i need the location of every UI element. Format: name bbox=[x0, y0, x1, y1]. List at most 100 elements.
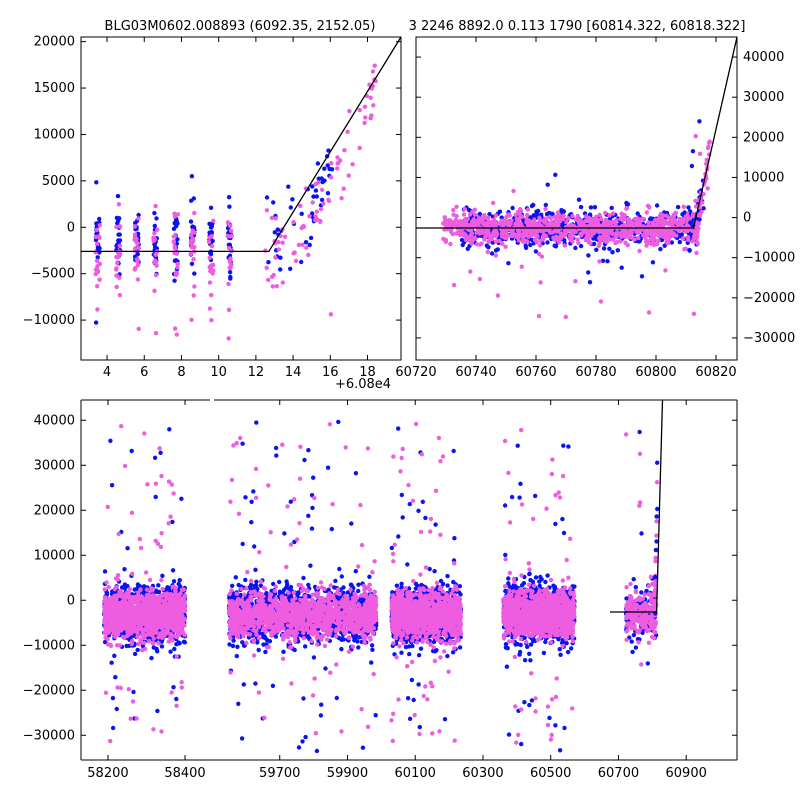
data-point bbox=[154, 495, 158, 499]
data-point bbox=[470, 220, 474, 224]
data-point bbox=[117, 216, 121, 220]
data-point bbox=[553, 215, 557, 219]
data-point bbox=[173, 221, 177, 225]
data-point bbox=[131, 699, 135, 703]
data-point bbox=[694, 134, 698, 138]
data-point bbox=[600, 229, 604, 233]
data-point bbox=[209, 225, 213, 229]
x-tick-label: 60740 bbox=[455, 365, 496, 380]
data-point bbox=[579, 233, 583, 237]
data-point bbox=[136, 618, 140, 622]
data-point bbox=[647, 310, 651, 314]
data-point bbox=[636, 236, 640, 240]
data-point bbox=[130, 511, 134, 515]
data-point bbox=[336, 420, 340, 424]
data-point bbox=[168, 515, 172, 519]
data-point bbox=[183, 633, 187, 637]
data-point bbox=[485, 244, 489, 248]
data-point bbox=[103, 618, 107, 622]
data-point bbox=[104, 691, 108, 695]
data-point bbox=[330, 167, 334, 171]
data-point bbox=[171, 685, 175, 689]
data-point bbox=[242, 682, 246, 686]
data-point bbox=[288, 267, 292, 271]
data-point bbox=[107, 585, 111, 589]
data-point bbox=[243, 495, 247, 499]
data-point bbox=[684, 229, 688, 233]
data-point bbox=[177, 619, 181, 623]
data-point bbox=[274, 446, 278, 450]
data-point bbox=[180, 680, 184, 684]
data-point bbox=[297, 745, 301, 749]
data-point bbox=[117, 202, 121, 206]
data-point bbox=[130, 572, 134, 576]
x-tick-label: 60720 bbox=[395, 365, 436, 380]
data-point bbox=[577, 198, 581, 202]
data-point bbox=[123, 464, 127, 468]
data-point bbox=[123, 586, 127, 590]
data-point bbox=[563, 232, 567, 236]
data-point bbox=[168, 650, 172, 654]
data-point bbox=[145, 587, 149, 591]
data-point bbox=[608, 237, 612, 241]
data-point bbox=[130, 609, 134, 613]
y-tick-label: 20000 bbox=[743, 130, 784, 145]
data-point bbox=[339, 196, 343, 200]
data-point bbox=[265, 266, 269, 270]
data-point bbox=[94, 272, 98, 276]
y-tick-label: 20000 bbox=[34, 35, 75, 50]
data-point bbox=[159, 474, 163, 478]
data-point bbox=[175, 655, 179, 659]
data-point bbox=[579, 205, 583, 209]
data-point bbox=[192, 211, 196, 215]
data-point bbox=[103, 625, 107, 629]
x-tick-label: 14 bbox=[285, 365, 302, 380]
data-point bbox=[706, 146, 710, 150]
data-point bbox=[525, 239, 529, 243]
data-point bbox=[271, 200, 275, 204]
data-point bbox=[274, 216, 278, 220]
data-point bbox=[451, 232, 455, 236]
data-point bbox=[626, 230, 630, 234]
data-point bbox=[594, 248, 598, 252]
data-point bbox=[189, 318, 193, 322]
data-point bbox=[106, 642, 110, 646]
data-point bbox=[556, 236, 560, 240]
data-point bbox=[122, 567, 126, 571]
data-point bbox=[138, 537, 142, 541]
data-point bbox=[240, 442, 244, 446]
data-point bbox=[191, 257, 195, 261]
data-point bbox=[272, 273, 276, 277]
data-point bbox=[471, 236, 475, 240]
data-point bbox=[119, 424, 123, 428]
data-point bbox=[518, 207, 522, 211]
data-point bbox=[281, 280, 285, 284]
data-point bbox=[115, 273, 119, 277]
data-point bbox=[239, 593, 243, 597]
data-point bbox=[210, 244, 214, 248]
model-line bbox=[81, 37, 401, 251]
data-point bbox=[538, 243, 542, 247]
data-point bbox=[494, 213, 498, 217]
data-point bbox=[133, 267, 137, 271]
data-point bbox=[128, 587, 132, 591]
data-point bbox=[599, 299, 603, 303]
data-point bbox=[208, 280, 212, 284]
data-point bbox=[106, 505, 110, 509]
data-point bbox=[140, 615, 144, 619]
data-point bbox=[165, 616, 169, 620]
x-tick-label: 60780 bbox=[575, 365, 616, 380]
data-point bbox=[654, 230, 658, 234]
data-point bbox=[160, 574, 164, 578]
data-point bbox=[463, 220, 467, 224]
data-point bbox=[533, 238, 537, 242]
data-point bbox=[320, 198, 324, 202]
data-point bbox=[586, 253, 590, 257]
data-point bbox=[155, 228, 159, 232]
points bbox=[102, 420, 660, 754]
data-point bbox=[167, 427, 171, 431]
data-point bbox=[566, 216, 570, 220]
y-tick-label: −10000 bbox=[23, 313, 75, 328]
data-point bbox=[494, 248, 498, 252]
